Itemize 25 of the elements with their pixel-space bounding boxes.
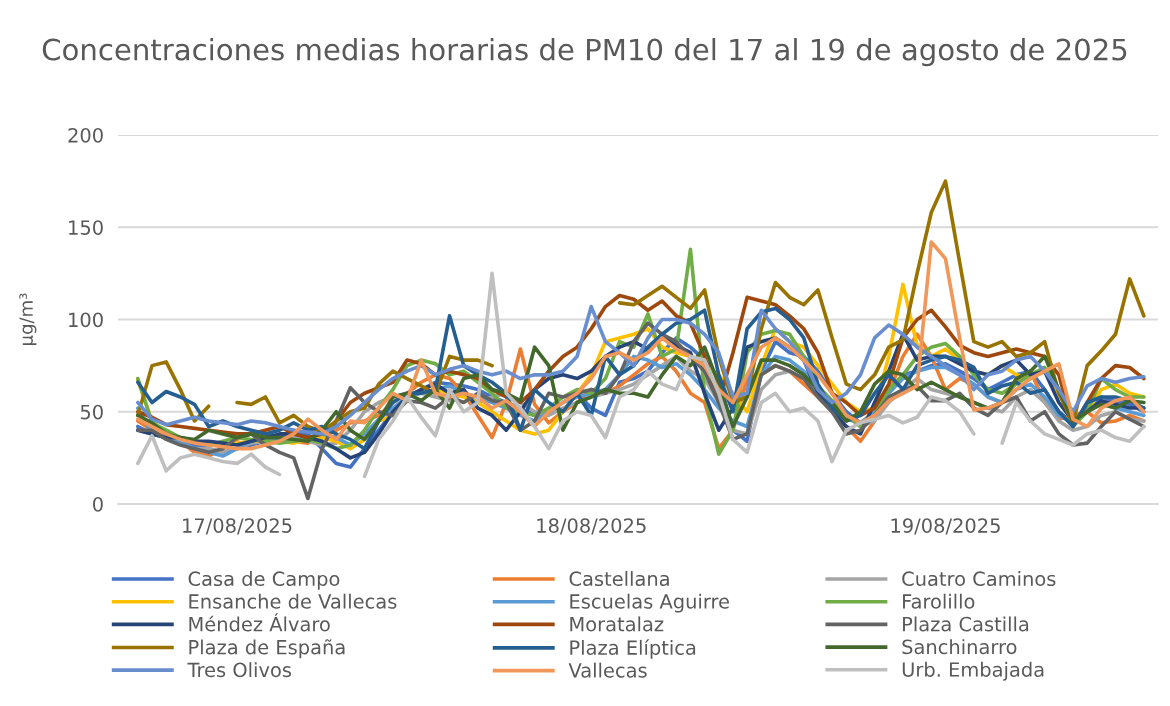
legend-label: Farolillo bbox=[903, 593, 975, 609]
y-axis-title: µg/m³ bbox=[19, 293, 37, 345]
y-tick-label: 200 bbox=[68, 127, 103, 143]
legend-label: Tres Olivos bbox=[187, 662, 292, 678]
legend-label: Plaza Elíptica bbox=[570, 639, 696, 659]
y-tick-label: 100 bbox=[69, 312, 103, 328]
x-tick-label: 17/08/2025 bbox=[183, 518, 292, 535]
y-tick-label: 150 bbox=[69, 220, 103, 235]
y-tick-label: 50 bbox=[80, 404, 103, 420]
x-tick-label: 19/08/2025 bbox=[891, 518, 1000, 535]
legend-label: Urb. Embajada bbox=[902, 661, 1044, 681]
legend-label: Casa de Campo bbox=[188, 571, 340, 590]
legend-label: Méndez Álvaro bbox=[189, 613, 330, 632]
x-tick-label: 18/08/2025 bbox=[537, 518, 646, 535]
legend-label: Cuatro Caminos bbox=[902, 571, 1056, 587]
chart-title: Concentraciones medias horarias de PM10 del 17 al 19 de agosto de 2025 bbox=[42, 38, 1127, 67]
legend-label: Moratalaz bbox=[570, 616, 664, 632]
legend-label: Plaza de España bbox=[189, 639, 345, 659]
legend-label: Castellana bbox=[569, 571, 669, 587]
legend-label: Ensanche de Vallecas bbox=[189, 593, 397, 609]
legend-label: Vallecas bbox=[568, 662, 647, 678]
y-tick-label: 0 bbox=[93, 496, 103, 512]
legend-label: Sanchinarro bbox=[902, 639, 1017, 655]
legend-label: Escuelas Aguirre bbox=[570, 593, 729, 613]
legend-label: Plaza Castilla bbox=[903, 616, 1029, 632]
